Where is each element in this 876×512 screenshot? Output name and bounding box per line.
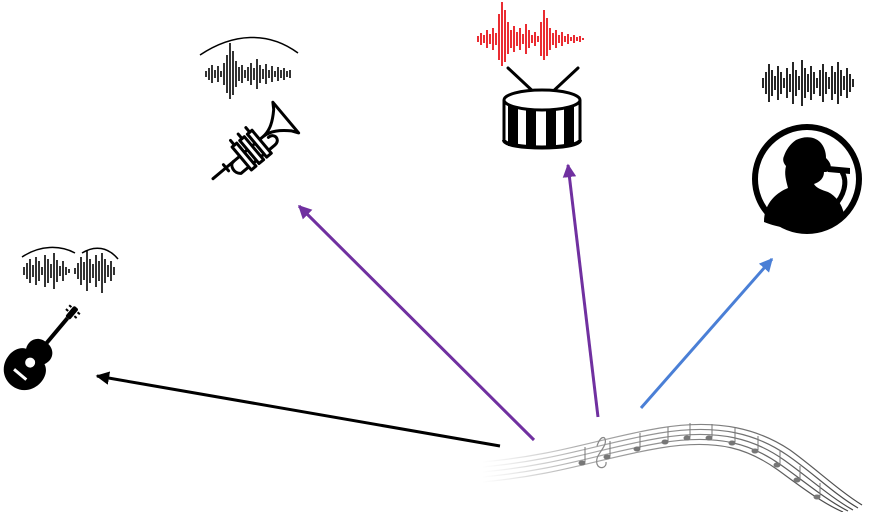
waveform-icon [762,60,854,106]
guitar-icon [3,304,81,391]
waveform-icon [477,2,584,66]
music-staff-icon [481,423,863,512]
drum-icon [502,66,582,150]
arrow-to-trumpet [297,204,536,442]
arrow-to-drum [562,163,600,418]
arrow-to-guitar [95,371,501,448]
trumpet-icon [211,100,301,181]
waveform-icon [199,36,299,99]
arrow-to-singer [639,257,774,409]
waveform-icon [21,246,119,293]
singer-icon [752,124,862,234]
